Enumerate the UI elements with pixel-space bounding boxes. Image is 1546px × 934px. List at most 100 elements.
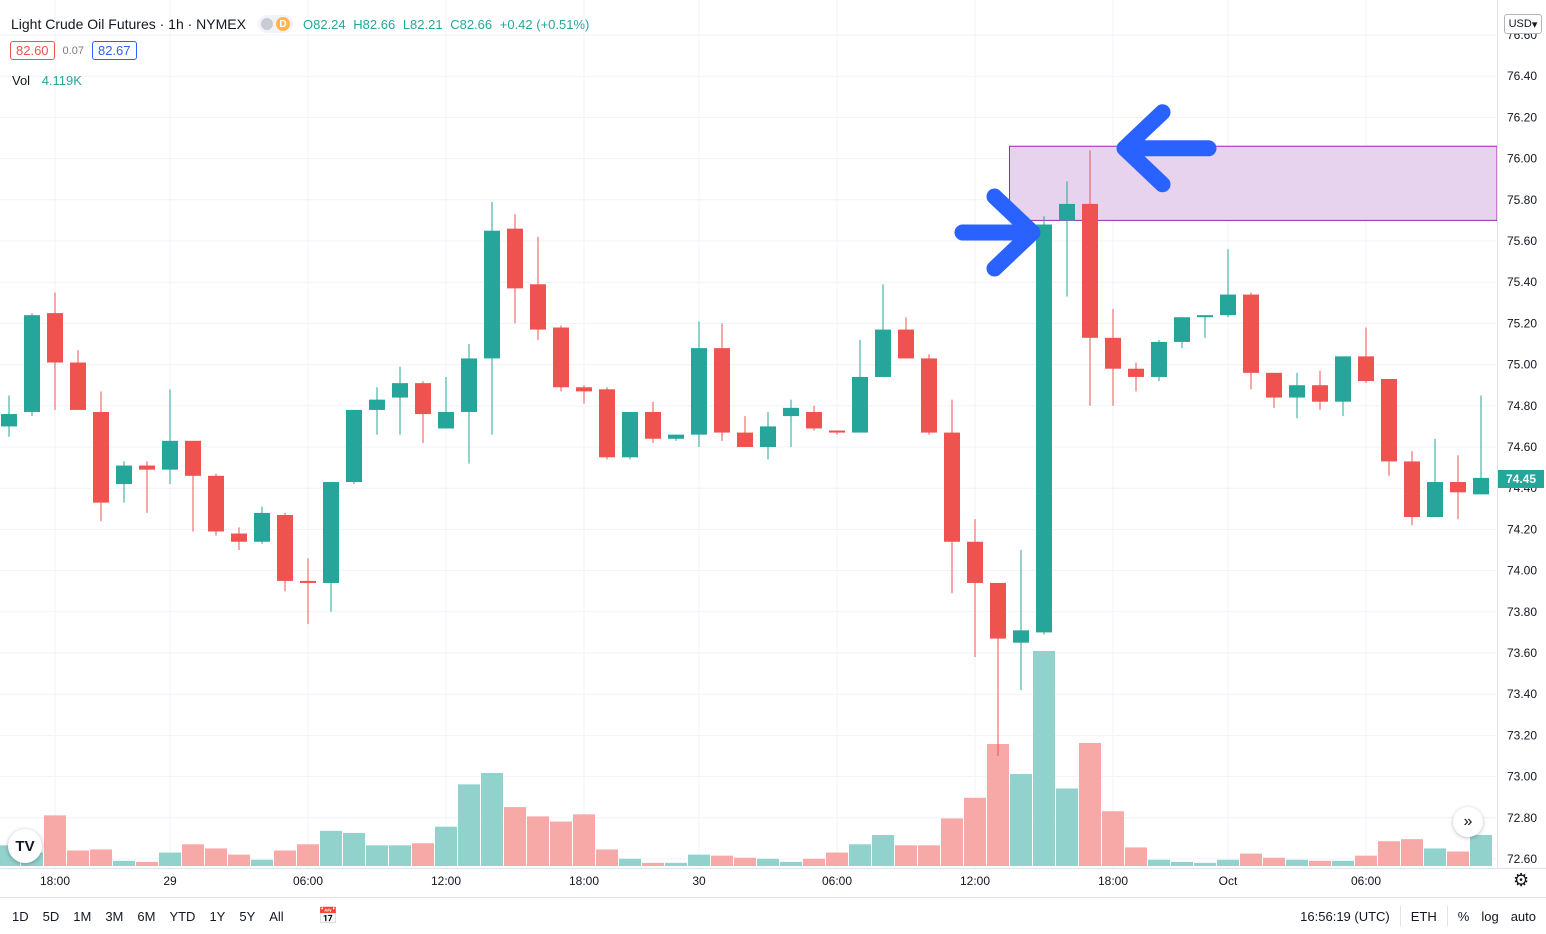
divider [1399,906,1401,926]
candlesticks [1,150,1489,756]
range-6m[interactable]: 6M [137,908,156,924]
candle-body [530,284,546,330]
volume-bar [1424,848,1446,866]
candle-body [24,315,40,412]
volume-bar [757,858,779,866]
tradingview-logo-icon[interactable]: TV [8,829,42,863]
candle-body [944,432,960,542]
candle-body [553,327,569,388]
volume-bar [1010,774,1032,866]
candle-body [622,411,638,458]
candle-body [185,440,201,476]
bid-button[interactable]: 82.60 [10,41,55,60]
volume-bar [182,844,204,866]
candle-body [139,465,155,470]
log-toggle[interactable]: log [1481,908,1499,924]
time-tick-label: 18:00 [569,874,599,888]
range-1y[interactable]: 1Y [209,908,226,924]
candle-body [967,541,983,583]
candle-body [1151,341,1167,377]
volume-bar [1033,651,1055,866]
candle-body [507,228,523,289]
candle-body [1335,356,1351,402]
time-tick-label: 06:00 [293,874,323,888]
arrow-right-icon [954,188,1041,277]
candle-body [231,533,247,542]
volume-bar [389,845,411,866]
candle-body [921,358,937,433]
price-tick-label: 76.20 [1507,110,1537,124]
volume-bar [1217,859,1239,866]
candle-body [576,387,592,392]
range-3m[interactable]: 3M [105,908,124,924]
volume-bar [435,826,457,866]
candle-body [1059,203,1075,221]
open-value: O82.24 [302,16,346,32]
range-5y[interactable]: 5Y [239,908,256,924]
volume-bar [987,744,1009,866]
range-1m[interactable]: 1M [73,908,92,924]
candle-body [1036,224,1052,633]
candle-body [70,362,86,410]
candle-body [691,348,707,435]
currency-button[interactable]: USD ▾ [1504,14,1542,34]
candle-body [323,482,339,583]
candle-body [484,230,500,359]
price-tick-label: 75.60 [1507,234,1537,248]
candle-body [898,329,914,359]
ask-button[interactable]: 82.67 [91,41,137,60]
time-tick-label: 18:00 [40,874,70,888]
price-tick-label: 74.80 [1507,399,1537,413]
auto-toggle[interactable]: auto [1510,908,1536,924]
volume-bar [1447,851,1469,866]
volume-bar [1309,860,1331,866]
price-tick-label: 72.60 [1507,852,1537,866]
volume-bar [849,844,871,866]
volume-bar [573,814,595,866]
volume-bar [734,857,756,866]
spread-value: 0.07 [62,44,84,57]
time-tick-label: 12:00 [960,874,990,888]
candle-body [668,434,684,439]
volume-bar [1079,742,1101,866]
symbol-title[interactable]: Light Crude Oil Futures · 1h · NYMEX [11,16,246,32]
volume-bar [251,859,273,866]
candle-body [1220,294,1236,316]
go-to-date-icon[interactable]: 📅 [318,908,338,925]
percent-toggle[interactable]: % [1457,908,1470,924]
volume-bar [458,784,480,866]
status-badges[interactable]: D [257,15,293,33]
candle-body [47,313,63,363]
candle-body [415,383,431,415]
volume-bar [320,830,342,866]
volume-bar [826,852,848,866]
range-ytd[interactable]: YTD [169,908,196,924]
candle-body [1266,372,1282,398]
volume-bar [90,849,112,866]
clock-time[interactable]: 16:56:19 (UTC) [1300,908,1390,924]
candle-body [1128,368,1144,377]
volume-bars [0,651,1492,866]
price-tick-label: 73.40 [1507,687,1537,701]
range-5d[interactable]: 5D [42,908,60,924]
range-1d[interactable]: 1D [12,908,29,924]
range-all[interactable]: All [269,908,284,924]
market-status-icon [260,18,273,30]
volume-bar [412,843,434,866]
session-button[interactable]: ETH [1410,908,1437,924]
gear-icon[interactable]: ⚙ [1513,870,1530,890]
candle-body [829,430,845,433]
volume-bar [67,850,89,866]
volume-bar [205,848,227,866]
volume-bar [872,834,894,866]
volume-bar [1355,855,1377,866]
scroll-to-realtime-icon[interactable]: » [1453,807,1483,837]
candle-body [162,440,178,470]
volume-legend[interactable]: Vol 4.119K [12,73,82,88]
volume-bar [895,845,917,866]
candle-body [208,475,224,532]
time-tick-label: 29 [163,874,177,888]
close-value: C82.66 [450,16,493,32]
price-chart[interactable]: 76.6076.4076.2076.0075.8075.6075.4075.20… [0,0,1546,897]
volume-bar [1148,859,1170,866]
